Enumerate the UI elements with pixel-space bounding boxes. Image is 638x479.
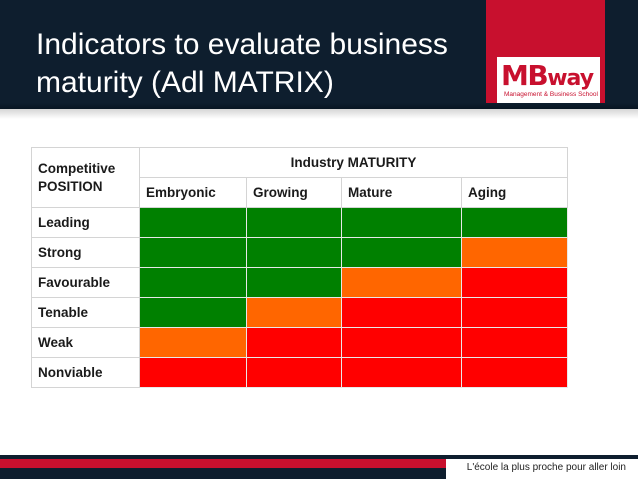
- logo-word-main: MB: [501, 59, 549, 92]
- logo-card: MBway Management & Business School: [497, 57, 600, 104]
- matrix-cell: [246, 327, 342, 358]
- matrix-cell: [246, 267, 342, 298]
- matrix-cell: [461, 327, 568, 358]
- matrix-cell: [246, 207, 342, 238]
- matrix-row: Leading: [31, 207, 568, 238]
- logo-word-tail: way: [547, 66, 594, 91]
- matrix-cell: [246, 357, 342, 388]
- matrix-cell: [341, 357, 462, 388]
- matrix-row: Tenable: [31, 297, 568, 328]
- matrix-corner-label: Competitive POSITION: [31, 147, 140, 208]
- matrix-cell: [461, 207, 568, 238]
- matrix-cell: [139, 237, 247, 268]
- title-line-2: maturity (Adl MATRIX): [36, 66, 334, 99]
- row-label: Nonviable: [31, 357, 140, 388]
- matrix-row: Weak: [31, 327, 568, 358]
- matrix-cell: [461, 357, 568, 388]
- header-banner: Indicators to evaluate business maturity…: [0, 0, 638, 109]
- matrix-cell: [139, 327, 247, 358]
- matrix-cell: [341, 267, 462, 298]
- title-line-1: Indicators to evaluate business: [36, 28, 448, 61]
- matrix-header-row-2: Embryonic Growing Mature Aging: [32, 177, 568, 208]
- row-label: Strong: [31, 237, 140, 268]
- matrix-cell: [139, 297, 247, 328]
- column-header-embryonic: Embryonic: [139, 177, 247, 208]
- corner-line-1: Competitive: [38, 160, 116, 176]
- column-header-aging: Aging: [461, 177, 568, 208]
- matrix-cell: [246, 297, 342, 328]
- row-label: Favourable: [31, 267, 140, 298]
- column-header-mature: Mature: [341, 177, 462, 208]
- matrix-row: Nonviable: [31, 357, 568, 388]
- matrix-cell: [461, 267, 568, 298]
- matrix-cell: [246, 237, 342, 268]
- matrix-cell: [341, 207, 462, 238]
- slide-title: Indicators to evaluate business maturity…: [36, 26, 486, 102]
- matrix-header-row-1: Competitive POSITION Industry MATURITY: [31, 147, 568, 208]
- row-label: Weak: [31, 327, 140, 358]
- corner-line-2: POSITION: [38, 178, 103, 194]
- matrix-cell: [139, 267, 247, 298]
- logo-wordmark: MBway: [501, 59, 594, 94]
- row-label: Leading: [31, 207, 140, 238]
- industry-maturity-header: Industry MATURITY: [139, 147, 568, 178]
- column-header-growing: Growing: [246, 177, 342, 208]
- adl-maturity-matrix: Competitive POSITION Industry MATURITY E…: [31, 147, 568, 388]
- row-label: Tenable: [31, 297, 140, 328]
- logo-tagline: Management & Business School: [504, 91, 598, 98]
- header-shadow: [0, 109, 638, 119]
- footer-slogan: L'école la plus proche pour aller loin: [466, 462, 626, 473]
- matrix-cell: [139, 357, 247, 388]
- matrix-cell: [341, 327, 462, 358]
- matrix-cell: [341, 237, 462, 268]
- matrix-cell: [461, 237, 568, 268]
- footer-slogan-panel: [446, 459, 638, 479]
- footer-accent-stripe: [0, 459, 446, 468]
- matrix-cell: [461, 297, 568, 328]
- matrix-row: Strong: [31, 237, 568, 268]
- brand-logo: MBway Management & Business School: [486, 0, 605, 109]
- matrix-cell: [139, 207, 247, 238]
- matrix-row: Favourable: [31, 267, 568, 298]
- matrix-cell: [341, 297, 462, 328]
